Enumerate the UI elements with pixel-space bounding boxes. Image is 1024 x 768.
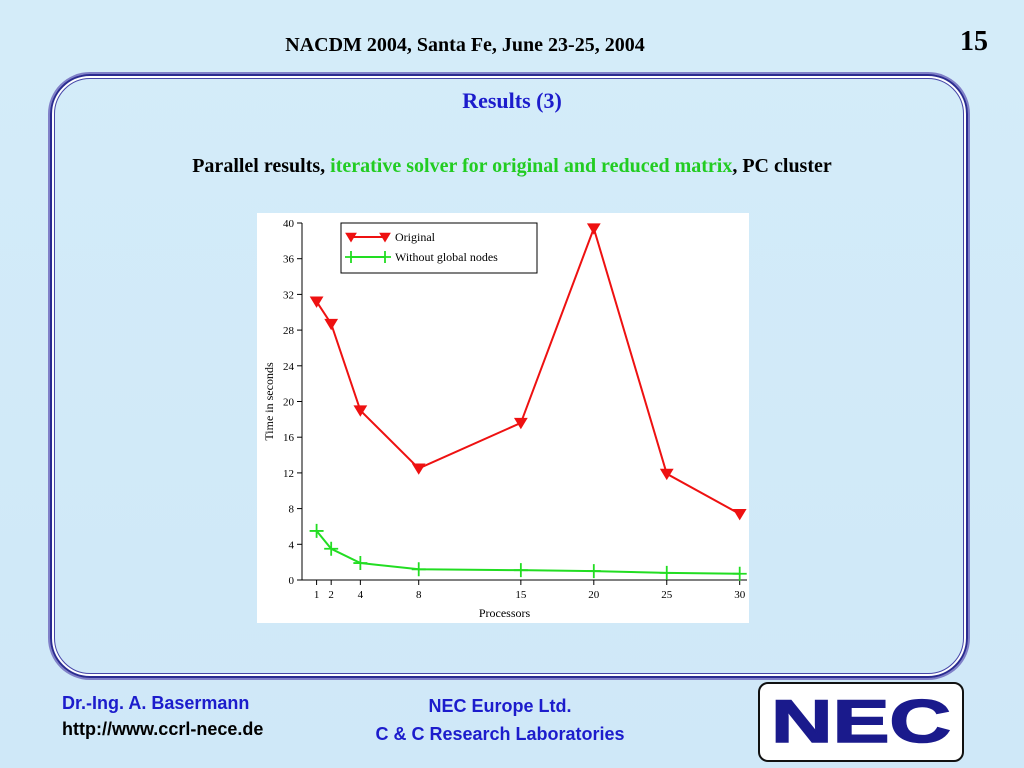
footer-organization: NEC Europe Ltd. C & C Research Laborator… <box>330 692 670 748</box>
nec-logo: NEC <box>758 682 964 762</box>
series-without-global-nodes-point <box>353 556 368 571</box>
series-original-point <box>586 223 601 235</box>
x-tick-label: 20 <box>588 589 600 601</box>
y-tick-label: 16 <box>283 432 295 444</box>
legend-without-global-nodes-marker <box>345 251 357 263</box>
series-original-point <box>324 318 339 331</box>
x-tick-label: 15 <box>515 589 527 601</box>
legend-without-global-nodes-label: Without global nodes <box>395 250 498 264</box>
footer-author: Dr.-Ing. A. Basermann <box>62 693 250 713</box>
y-tick-label: 20 <box>283 397 295 409</box>
series-without-global-nodes-point <box>309 523 324 538</box>
y-tick-label: 4 <box>289 539 295 551</box>
x-tick-label: 8 <box>416 589 422 601</box>
x-tick-label: 30 <box>734 589 746 601</box>
legend-box <box>340 222 538 274</box>
series-without-global-nodes-point <box>732 566 747 581</box>
subtitle-part2: , PC cluster <box>732 155 832 177</box>
x-tick-label: 4 <box>358 589 364 601</box>
y-tick-label: 24 <box>283 361 295 373</box>
series-without-global-nodes-point <box>513 563 528 578</box>
series-without-global-nodes-point <box>324 541 339 556</box>
subtitle-part1: Parallel results, <box>192 155 331 177</box>
footer-url: http://www.ccrl-nece.de <box>62 719 264 739</box>
y-tick-label: 40 <box>283 218 295 230</box>
x-tick-label: 25 <box>661 589 673 601</box>
legend-original-label: Original <box>395 230 436 244</box>
series-without-global-nodes-line <box>315 530 740 575</box>
nec-logo-text: NEC <box>771 692 951 752</box>
series-original-point <box>309 296 324 308</box>
y-tick-label: 36 <box>283 254 295 266</box>
series-without-global-nodes-point <box>411 562 426 577</box>
chart-panel: 0 4 8 12 16 20 24 28 32 36 40 1 2 4 8 15 20 25 30 Processor… <box>257 213 749 623</box>
nec-logo-mark: NEC <box>770 692 952 752</box>
page-number: 15 <box>960 26 988 57</box>
legend-without-global-nodes-marker <box>379 251 391 263</box>
series-original-point <box>411 463 426 475</box>
legend-original-marker <box>345 232 357 243</box>
footer-org-line1: NEC Europe Ltd. <box>428 696 572 716</box>
series-original-point <box>659 468 674 481</box>
footer-org-line2: C & C Research Laboratories <box>375 724 625 744</box>
series-without-global-nodes-point <box>586 564 601 579</box>
series-original-point <box>353 405 368 417</box>
x-tick-label: 1 <box>314 589 320 601</box>
y-axis-label: Time in seconds <box>262 362 276 441</box>
series-original-line <box>315 225 741 515</box>
conference-header: NACDM 2004, Santa Fe, June 23-25, 2004 <box>285 34 645 56</box>
x-tick-label: 2 <box>328 589 334 601</box>
slide-frame-inner <box>54 78 964 674</box>
y-tick-label: 28 <box>283 325 295 337</box>
footer-author-block: Dr.-Ing. A. Basermann http://www.ccrl-ne… <box>62 690 263 742</box>
y-tick-label: 12 <box>283 468 294 480</box>
series-original-point <box>513 417 528 430</box>
series-without-global-nodes-point <box>659 565 674 580</box>
series-original-point <box>732 508 747 521</box>
slide-title: Results (3) <box>462 88 562 113</box>
legend-original-marker <box>379 232 391 243</box>
slide-subtitle: Parallel results, iterative solver for o… <box>0 155 1024 178</box>
subtitle-highlight: iterative solver for original and reduce… <box>330 155 733 177</box>
y-tick-label: 8 <box>289 504 295 516</box>
y-tick-label: 32 <box>283 289 294 301</box>
slide-frame <box>50 74 968 678</box>
y-tick-label: 0 <box>289 575 295 587</box>
x-axis-label: Processors <box>479 606 531 620</box>
